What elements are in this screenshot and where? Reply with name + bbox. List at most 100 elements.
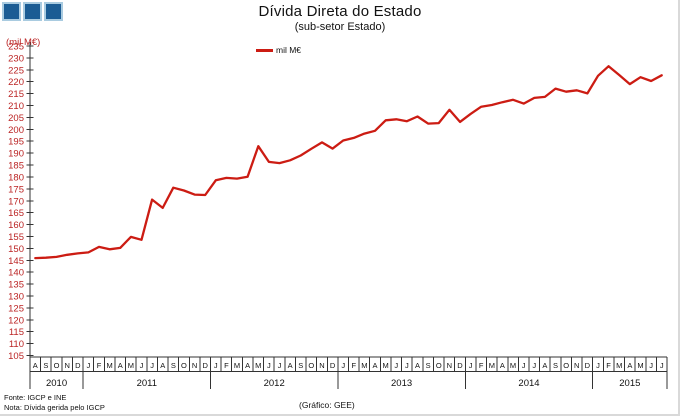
svg-text:A: A — [627, 361, 632, 370]
svg-text:210: 210 — [8, 101, 24, 112]
svg-text:A: A — [160, 361, 165, 370]
source-note: Fonte: IGCP e INE — [4, 393, 67, 402]
svg-text:J: J — [150, 361, 154, 370]
chart-title: Dívida Direta do Estado — [258, 3, 422, 20]
svg-text:M: M — [616, 361, 622, 370]
svg-text:N: N — [319, 361, 324, 370]
svg-text:M: M — [489, 361, 495, 370]
svg-text:F: F — [224, 361, 229, 370]
svg-text:175: 175 — [8, 184, 24, 195]
logo-square-icon — [44, 2, 63, 21]
svg-text:A: A — [288, 361, 293, 370]
svg-text:140: 140 — [8, 268, 24, 279]
svg-text:200: 200 — [8, 125, 24, 136]
svg-text:150: 150 — [8, 244, 24, 255]
svg-text:F: F — [97, 361, 102, 370]
svg-text:J: J — [596, 361, 600, 370]
svg-text:2015: 2015 — [619, 378, 640, 389]
svg-text:110: 110 — [9, 339, 24, 350]
svg-text:230: 230 — [8, 53, 24, 64]
svg-text:2012: 2012 — [264, 378, 285, 389]
svg-text:O: O — [563, 361, 569, 370]
svg-text:235: 235 — [8, 42, 24, 53]
svg-text:J: J — [394, 361, 398, 370]
svg-text:M: M — [234, 361, 240, 370]
y-axis-unit-label: (mil M€) — [6, 37, 41, 48]
svg-text:A: A — [33, 361, 38, 370]
svg-text:125: 125 — [8, 303, 24, 314]
svg-text:S: S — [426, 361, 431, 370]
svg-text:J: J — [649, 361, 653, 370]
svg-text:2010: 2010 — [46, 378, 67, 389]
svg-text:A: A — [500, 361, 505, 370]
svg-text:165: 165 — [8, 208, 24, 219]
svg-text:180: 180 — [8, 172, 24, 183]
svg-text:N: N — [574, 361, 579, 370]
logo-square-icon — [2, 2, 21, 21]
svg-text:J: J — [140, 361, 144, 370]
svg-text:190: 190 — [8, 149, 24, 160]
svg-text:J: J — [87, 361, 91, 370]
svg-text:M: M — [637, 361, 643, 370]
svg-text:J: J — [341, 361, 345, 370]
svg-text:J: J — [469, 361, 473, 370]
svg-text:130: 130 — [8, 291, 24, 302]
svg-text:195: 195 — [8, 137, 24, 148]
svg-text:J: J — [522, 361, 526, 370]
svg-text:S: S — [171, 361, 176, 370]
svg-text:F: F — [606, 361, 611, 370]
logo-square-icon — [23, 2, 42, 21]
svg-text:F: F — [479, 361, 484, 370]
svg-text:M: M — [255, 361, 261, 370]
legend-line-swatch-icon — [256, 48, 273, 52]
svg-text:J: J — [532, 361, 536, 370]
credit-note: (Gráfico: GEE) — [299, 400, 355, 410]
svg-text:N: N — [192, 361, 197, 370]
svg-text:O: O — [436, 361, 442, 370]
svg-text:A: A — [245, 361, 250, 370]
svg-text:D: D — [457, 361, 463, 370]
svg-text:160: 160 — [8, 220, 24, 231]
svg-text:A: A — [542, 361, 547, 370]
legend: mil M€ — [256, 45, 301, 55]
svg-text:105: 105 — [8, 351, 24, 362]
gee-logo — [2, 2, 63, 21]
svg-text:A: A — [118, 361, 123, 370]
svg-text:2013: 2013 — [391, 378, 412, 389]
svg-text:D: D — [585, 361, 591, 370]
svg-text:215: 215 — [8, 89, 24, 100]
svg-text:N: N — [64, 361, 69, 370]
svg-text:115: 115 — [9, 327, 24, 338]
svg-text:M: M — [107, 361, 113, 370]
svg-text:M: M — [128, 361, 134, 370]
svg-text:D: D — [75, 361, 81, 370]
svg-text:185: 185 — [8, 161, 24, 172]
svg-text:A: A — [373, 361, 378, 370]
svg-text:J: J — [267, 361, 271, 370]
svg-text:2014: 2014 — [518, 378, 539, 389]
svg-text:170: 170 — [8, 196, 24, 207]
svg-text:M: M — [510, 361, 516, 370]
svg-text:J: J — [660, 361, 664, 370]
svg-text:S: S — [298, 361, 303, 370]
svg-text:M: M — [361, 361, 367, 370]
svg-text:155: 155 — [8, 232, 24, 243]
svg-text:225: 225 — [8, 65, 24, 76]
svg-text:S: S — [553, 361, 558, 370]
secondary-note: Nota: Dívida gerida pelo IGCP — [4, 403, 105, 412]
svg-text:D: D — [330, 361, 336, 370]
svg-text:A: A — [415, 361, 420, 370]
svg-text:120: 120 — [8, 315, 24, 326]
chart-subtitle: (sub-setor Estado) — [294, 21, 386, 33]
svg-text:N: N — [447, 361, 452, 370]
svg-text:O: O — [181, 361, 187, 370]
svg-text:135: 135 — [8, 280, 24, 291]
svg-text:145: 145 — [8, 256, 24, 267]
svg-text:205: 205 — [8, 113, 24, 124]
svg-text:J: J — [214, 361, 218, 370]
svg-text:S: S — [43, 361, 48, 370]
svg-text:D: D — [202, 361, 208, 370]
svg-text:220: 220 — [8, 77, 24, 88]
svg-text:J: J — [405, 361, 409, 370]
